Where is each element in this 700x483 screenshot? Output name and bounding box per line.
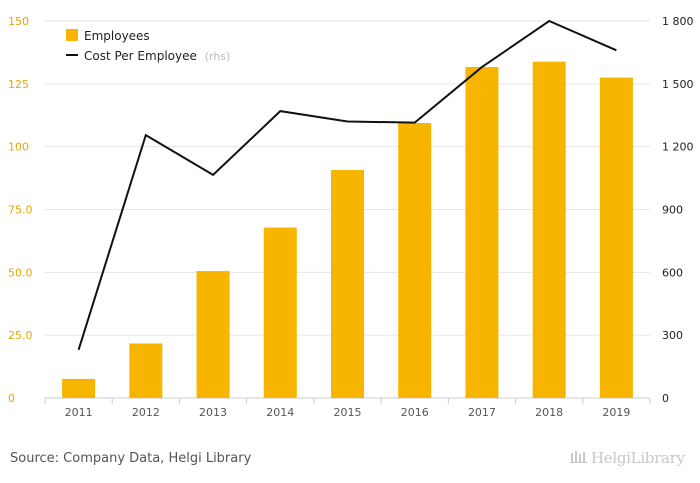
x-tick-label: 2015 [334, 406, 362, 419]
line-series-cost-per-employee [77, 19, 617, 351]
y-left-tick-label: 25.0 [8, 329, 33, 342]
y-left-tick-label: 0 [8, 392, 15, 405]
bar-2013 [196, 271, 230, 398]
legend: Employees Cost Per Employee (rhs) [66, 29, 230, 63]
y-left-tick-label: 100 [8, 141, 29, 154]
x-tick-label: 2019 [602, 406, 630, 419]
bar-2011 [62, 378, 96, 398]
y-right-tick-label: 900 [662, 204, 683, 217]
legend-label-rhs: (rhs) [205, 50, 231, 63]
brand-name: HelgiLibrary [591, 449, 685, 467]
y-left-tick-label: 75.0 [8, 204, 33, 217]
bar-2015 [331, 170, 364, 398]
x-tick-label: 2018 [535, 406, 563, 419]
bar-2012 [129, 343, 163, 398]
bar-2019 [599, 77, 633, 399]
x-tick-label: 2017 [468, 406, 496, 419]
legend-swatch-employees [66, 29, 78, 41]
y-right-tick-label: 600 [662, 266, 683, 279]
x-axis: 2011 2012 2013 2014 2015 2016 2017 2018 2019 [65, 406, 631, 419]
x-tick-label: 2011 [65, 406, 93, 419]
y-left-tick-label: 125 [8, 78, 29, 91]
x-tick-label: 2014 [266, 406, 294, 419]
gridlines [44, 20, 651, 404]
x-tick-label: 2016 [401, 406, 429, 419]
legend-label-employees: Employees [84, 29, 150, 43]
legend-label-cost-per-employee: Cost Per Employee (rhs) [84, 49, 230, 63]
right-axis: 0 300 600 900 1 200 1 500 1 800 [662, 15, 694, 405]
bar-2018 [532, 61, 566, 398]
library-icon [570, 449, 588, 467]
y-right-tick-label: 300 [662, 329, 683, 342]
chart: 0 25.0 50.0 75.0 100 125 150 0 300 600 900 1 200 1 … [8, 15, 694, 419]
legend-label-cost-text: Cost Per Employee [84, 49, 197, 63]
y-right-tick-label: 1 500 [662, 78, 694, 91]
bar-2017 [465, 66, 499, 398]
source-note: Source: Company Data, Helgi Library [10, 451, 252, 466]
y-right-tick-label: 1 800 [662, 15, 694, 28]
x-tick-label: 2013 [199, 406, 227, 419]
bar-2016 [398, 123, 432, 399]
bar-series-employees [62, 61, 633, 399]
y-right-tick-label: 1 200 [662, 141, 694, 154]
y-left-tick-label: 50.0 [8, 266, 33, 279]
y-left-tick-label: 150 [8, 15, 29, 28]
left-axis: 0 25.0 50.0 75.0 100 125 150 [8, 15, 33, 405]
brand-logo: HelgiLibrary [570, 449, 685, 467]
x-tick-label: 2012 [132, 406, 160, 419]
y-right-tick-label: 0 [662, 392, 669, 405]
bar-2014 [263, 227, 297, 398]
